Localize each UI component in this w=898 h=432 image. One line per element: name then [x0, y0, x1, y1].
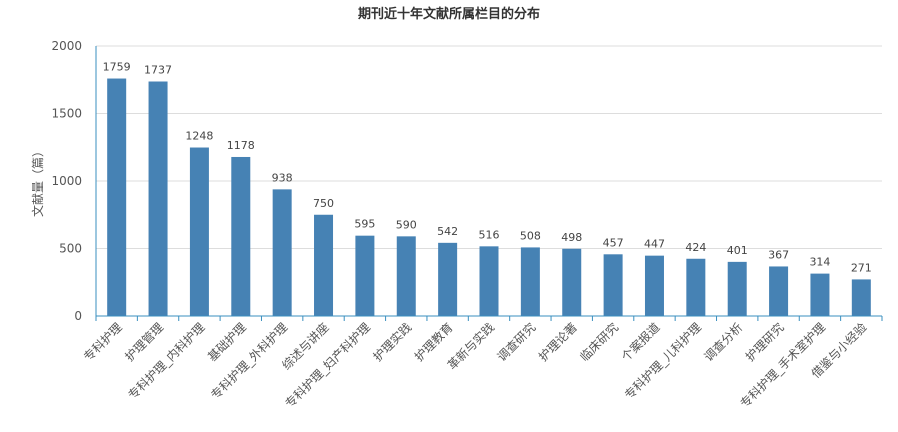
- data-label: 457: [603, 236, 624, 249]
- data-label: 750: [313, 197, 334, 210]
- x-tick-label: 调查研究: [494, 320, 539, 365]
- x-tick-label: 专科护理_外科护理: [208, 320, 291, 403]
- data-label: 1248: [185, 130, 213, 143]
- data-label: 542: [437, 225, 458, 238]
- data-label: 367: [768, 248, 789, 261]
- y-tick-label: 500: [59, 242, 82, 256]
- data-label: 314: [809, 256, 830, 269]
- data-label: 595: [354, 218, 375, 231]
- data-label: 938: [272, 171, 293, 184]
- data-label: 508: [520, 229, 541, 242]
- x-tick-label: 护理实践: [370, 320, 415, 365]
- bar: [520, 247, 540, 316]
- bar: [189, 147, 209, 316]
- data-label: 516: [479, 228, 500, 241]
- data-label: 401: [727, 244, 748, 257]
- x-tick-label: 专科护理_内科护理: [125, 320, 208, 403]
- y-axis-label: 文献量（篇）: [30, 145, 45, 217]
- data-label: 590: [396, 218, 417, 231]
- x-tick-label: 专科护理: [80, 320, 125, 365]
- grid-lines: [96, 45, 882, 249]
- y-tick-label: 2000: [51, 39, 82, 53]
- data-labels: 1759 1737 1248 1178 938 750 595 590 542 516 508 498…: [103, 61, 872, 275]
- bar: [810, 273, 830, 316]
- bar: [851, 279, 871, 316]
- data-label: 1737: [144, 64, 172, 77]
- y-tick-label: 1500: [51, 107, 82, 121]
- bar: [231, 156, 251, 316]
- x-tick-label: 专科护理_儿科护理: [621, 320, 704, 403]
- bar: [727, 261, 747, 316]
- data-label: 424: [685, 241, 706, 254]
- data-label: 271: [851, 261, 872, 274]
- bar: [644, 255, 664, 316]
- x-tick-label: 调查分析: [701, 320, 745, 364]
- y-tick-label: 1000: [51, 174, 82, 188]
- chart-title: 期刊近十年文献所属栏目的分布: [358, 6, 540, 22]
- bar: [148, 81, 168, 316]
- bars: [107, 78, 871, 316]
- bar: [603, 254, 623, 316]
- data-label: 1759: [103, 61, 131, 74]
- bar: [769, 266, 789, 316]
- bar: [314, 214, 334, 316]
- data-label: 1178: [227, 139, 255, 152]
- x-axis-ticks: 专科护理护理管理专科护理_内科护理基础护理专科护理_外科护理综述与讲座专科护理_…: [80, 316, 883, 411]
- bar: [686, 258, 706, 316]
- data-label: 498: [561, 231, 582, 244]
- bar: [479, 246, 499, 316]
- data-label: 447: [644, 238, 665, 251]
- x-tick-label: 临床研究: [577, 320, 622, 365]
- x-tick-label: 护理论著: [536, 320, 580, 364]
- bar: [355, 235, 375, 316]
- bar: [272, 189, 292, 316]
- y-tick-label: 0: [74, 309, 82, 323]
- bar: [438, 242, 458, 316]
- bar: [107, 78, 127, 316]
- bar: [396, 236, 416, 316]
- y-axis-ticks: 0 500 1000 1500 2000: [51, 39, 82, 323]
- bar: [562, 248, 582, 316]
